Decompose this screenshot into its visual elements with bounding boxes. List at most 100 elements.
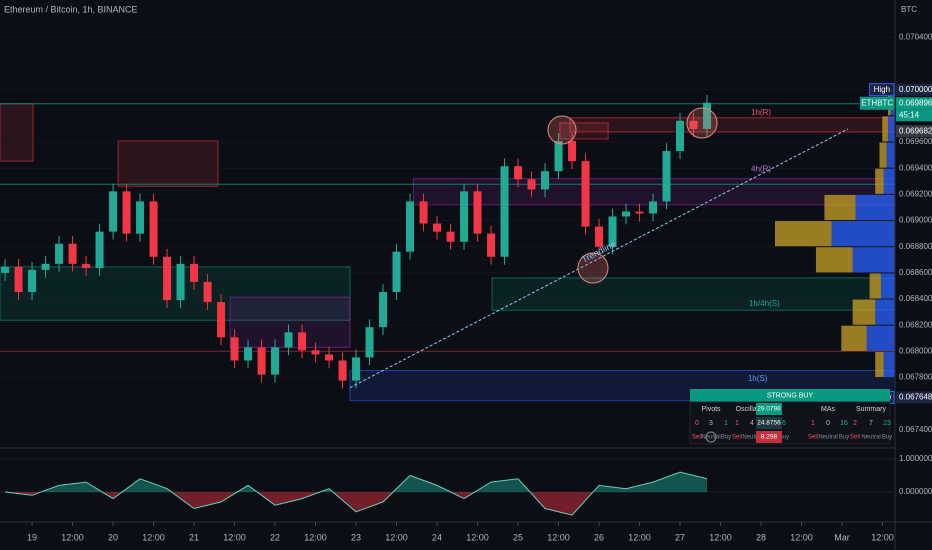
volume-profile-bar <box>875 299 895 325</box>
price-label-name-box <box>869 83 895 97</box>
x-tick-label: 19 <box>27 532 37 542</box>
x-tick-label: 12:00 <box>223 532 246 542</box>
candle-body <box>352 357 361 381</box>
volume-profile-bar <box>852 299 876 325</box>
table-column-label: Buy <box>882 435 892 441</box>
table-reading-box <box>756 403 782 415</box>
table-icon <box>705 431 717 443</box>
x-tick-label: 22 <box>270 532 280 542</box>
x-tick-label: 12:00 <box>547 532 570 542</box>
candle-body <box>662 151 671 202</box>
volume-profile-bar <box>775 221 832 247</box>
volume-profile-bar <box>882 116 888 142</box>
currency-label: BTC <box>901 5 917 14</box>
candle-body <box>568 140 577 162</box>
chart-title: Ethereum / Bitcoin, 1h, BINANCE <box>4 4 138 14</box>
x-tick-label: 25 <box>513 532 523 542</box>
price-label-box <box>896 83 932 96</box>
candle-body <box>14 266 23 292</box>
zone <box>0 103 34 162</box>
candle-body <box>365 327 374 358</box>
candle-body <box>446 231 455 242</box>
y-tick-label: 0.067800 <box>899 373 932 382</box>
candle-body <box>217 302 226 338</box>
volume-profile-bar <box>875 351 884 378</box>
volume-profile-bar <box>880 273 895 299</box>
candle-body <box>608 216 617 247</box>
volume-profile-bar <box>831 221 895 247</box>
candle-body <box>244 347 253 361</box>
table-title-bar <box>690 389 890 402</box>
y-tick-label: 0.069000 <box>899 216 932 225</box>
candle-body <box>82 263 91 268</box>
candle-body <box>163 256 172 301</box>
price-label-value: 0.067648 <box>899 393 932 402</box>
x-tick-label: 12:00 <box>871 532 894 542</box>
y-tick-label: 0.067400 <box>899 425 932 434</box>
x-tick-label: Mar <box>834 532 850 542</box>
candle-body <box>28 269 37 292</box>
candle-body <box>41 263 50 270</box>
price-label-box <box>896 391 932 404</box>
y-tick-label: 0.068600 <box>899 268 932 277</box>
candle-body <box>149 201 158 257</box>
candle-body <box>554 140 563 172</box>
y-tick-label: 0.069200 <box>899 189 932 198</box>
table-group-header: MAs <box>821 406 836 413</box>
candle-body <box>1 266 10 273</box>
candle-body <box>284 332 293 348</box>
table-count: 1 <box>735 420 739 427</box>
table-count: 0 <box>695 420 699 427</box>
candle-body <box>406 201 415 252</box>
volume-profile-bar <box>887 116 895 142</box>
candle-body <box>514 166 523 180</box>
table-count: 3 <box>709 420 713 427</box>
x-tick-label: 26 <box>594 532 604 542</box>
x-tick-label: 12:00 <box>790 532 813 542</box>
price-label-name: ETHBTC <box>861 98 893 107</box>
table-column-label: Neutral <box>818 435 837 441</box>
table-column-label: Neutral <box>861 435 880 441</box>
candle-body <box>703 102 712 129</box>
x-tick-label: 23 <box>351 532 361 542</box>
price-label-value: 0.069896 <box>899 98 932 107</box>
zone <box>569 117 896 133</box>
volume-profile-bar <box>875 168 884 194</box>
volume-profile-bar <box>883 351 895 378</box>
x-tick-label: 28 <box>756 532 766 542</box>
table-column-label: Sell <box>692 435 702 441</box>
price-label-value: 0.069682 <box>899 126 932 135</box>
volume-profile-bar <box>815 247 853 273</box>
table-count: 1 <box>811 420 815 427</box>
candle-body <box>419 201 428 224</box>
price-pane <box>0 37 896 431</box>
x-tick-label: 12:00 <box>628 532 651 542</box>
table-column-label: Sell <box>850 435 860 441</box>
candle-body <box>487 233 496 257</box>
x-tick-label: 21 <box>189 532 199 542</box>
zone <box>491 277 896 311</box>
highlight-circle <box>577 252 609 284</box>
volume-profile-bar <box>879 142 887 168</box>
price-label-name: High <box>874 85 890 94</box>
y-tick-label: 0.069600 <box>899 137 932 146</box>
osc-area-down <box>5 491 594 516</box>
candle-body <box>500 166 509 257</box>
candle-body <box>649 201 658 214</box>
x-tick-label: 12:00 <box>385 532 408 542</box>
y-tick-label: 0.068400 <box>899 294 932 303</box>
trendline <box>349 128 849 389</box>
table-title: STRONG BUY <box>767 392 814 399</box>
highlight-circle <box>547 115 577 145</box>
candle-body <box>68 243 77 264</box>
price-label-box <box>896 125 932 138</box>
osc-tick-label: 1.000000 <box>899 454 932 463</box>
candle-body <box>379 291 388 328</box>
candle-body <box>581 161 590 227</box>
table-reading-box <box>756 431 782 443</box>
volume-profile-bar <box>841 325 867 351</box>
table-group-header: Oscillators <box>736 406 769 413</box>
price-label-name-box <box>859 96 895 110</box>
y-tick-label: 0.068200 <box>899 320 932 329</box>
